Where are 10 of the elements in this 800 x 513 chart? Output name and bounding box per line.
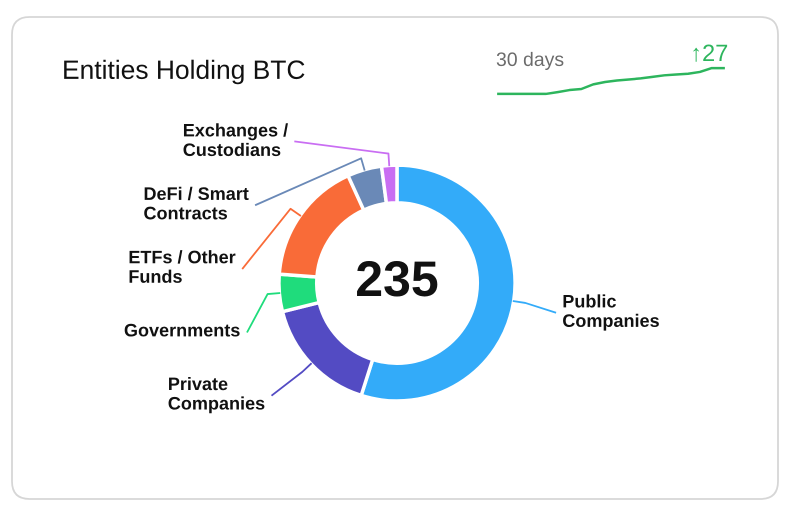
slice-label: ETFs / Other Funds — [130, 250, 236, 283]
text: ↑27 — [693, 44, 728, 62]
text: 235 — [357, 261, 438, 297]
annotation: 30 days — [496, 52, 564, 70]
slice-label: Governments — [124, 324, 240, 337]
chart-title: Entities Holding BTC — [64, 60, 304, 84]
slice-label: Private Companies — [168, 376, 264, 414]
slice-label: DeFi / Smart Contracts — [144, 186, 249, 220]
slice-label: Public Companies — [563, 294, 659, 331]
slice-label: Exchanges / Custodians — [184, 123, 288, 156]
